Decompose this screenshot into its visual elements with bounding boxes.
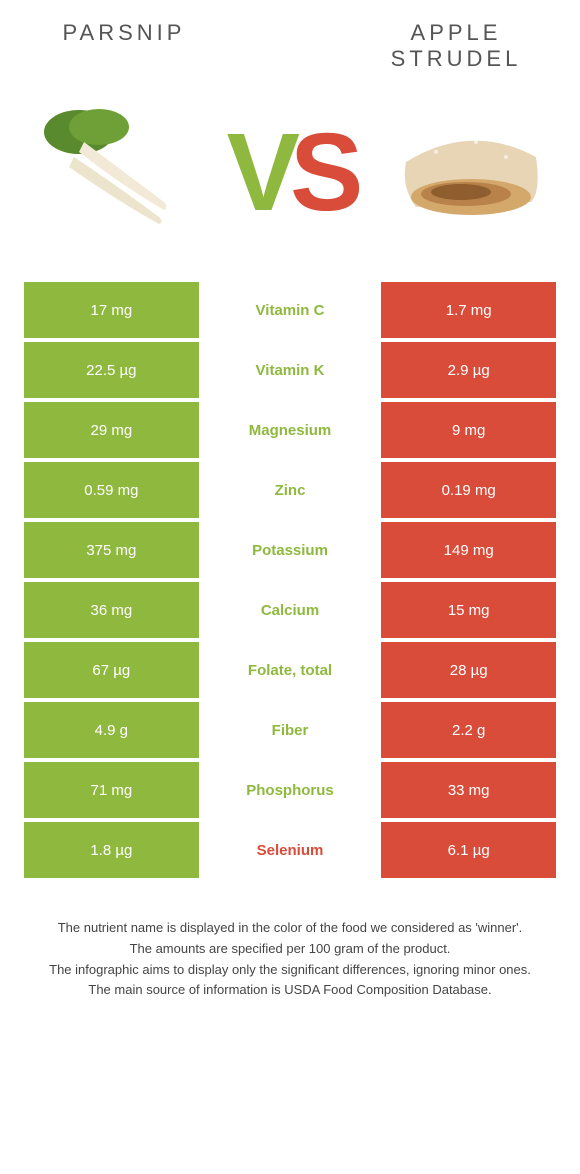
nutrient-label: Zinc (203, 462, 378, 518)
value-left: 36 mg (24, 582, 199, 638)
value-right: 149 mg (381, 522, 556, 578)
footer-line: The infographic aims to display only the… (34, 960, 546, 981)
value-right: 6.1 µg (381, 822, 556, 878)
nutrient-label: Vitamin K (203, 342, 378, 398)
nutrient-label: Vitamin C (203, 282, 378, 338)
value-right: 2.9 µg (381, 342, 556, 398)
value-right: 0.19 mg (381, 462, 556, 518)
value-left: 29 mg (24, 402, 199, 458)
value-left: 375 mg (24, 522, 199, 578)
nutrient-label: Fiber (203, 702, 378, 758)
value-left: 22.5 µg (24, 342, 199, 398)
value-left: 4.9 g (24, 702, 199, 758)
table-row: 375 mgPotassium149 mg (24, 522, 556, 578)
nutrient-label: Potassium (203, 522, 378, 578)
table-row: 22.5 µgVitamin K2.9 µg (24, 342, 556, 398)
value-right: 2.2 g (381, 702, 556, 758)
vs-s: S (290, 111, 353, 234)
value-right: 9 mg (381, 402, 556, 458)
vs-v: V (227, 111, 290, 234)
footer-line: The nutrient name is displayed in the co… (34, 918, 546, 939)
value-left: 17 mg (24, 282, 199, 338)
vs-label: VS (227, 109, 354, 236)
table-row: 17 mgVitamin C1.7 mg (24, 282, 556, 338)
nutrient-label: Folate, total (203, 642, 378, 698)
table-row: 1.8 µgSelenium6.1 µg (24, 822, 556, 878)
table-row: 4.9 gFiber2.2 g (24, 702, 556, 758)
title-right: Apple strudel (356, 20, 556, 72)
nutrient-table: 17 mgVitamin C1.7 mg22.5 µgVitamin K2.9 … (24, 282, 556, 878)
title-row: Parsnip Apple strudel (24, 20, 556, 72)
footer-line: The main source of information is USDA F… (34, 980, 546, 1001)
nutrient-label: Magnesium (203, 402, 378, 458)
hero-row: VS (24, 102, 556, 242)
table-row: 29 mgMagnesium9 mg (24, 402, 556, 458)
value-left: 71 mg (24, 762, 199, 818)
value-right: 1.7 mg (381, 282, 556, 338)
footer-notes: The nutrient name is displayed in the co… (24, 918, 556, 1001)
parsnip-image (24, 102, 194, 242)
nutrient-label: Calcium (203, 582, 378, 638)
strudel-image (386, 102, 556, 242)
value-right: 28 µg (381, 642, 556, 698)
title-left: Parsnip (24, 20, 224, 72)
value-right: 15 mg (381, 582, 556, 638)
nutrient-label: Selenium (203, 822, 378, 878)
value-right: 33 mg (381, 762, 556, 818)
value-left: 0.59 mg (24, 462, 199, 518)
value-left: 1.8 µg (24, 822, 199, 878)
table-row: 67 µgFolate, total28 µg (24, 642, 556, 698)
table-row: 36 mgCalcium15 mg (24, 582, 556, 638)
footer-line: The amounts are specified per 100 gram o… (34, 939, 546, 960)
table-row: 0.59 mgZinc0.19 mg (24, 462, 556, 518)
value-left: 67 µg (24, 642, 199, 698)
table-row: 71 mgPhosphorus33 mg (24, 762, 556, 818)
nutrient-label: Phosphorus (203, 762, 378, 818)
